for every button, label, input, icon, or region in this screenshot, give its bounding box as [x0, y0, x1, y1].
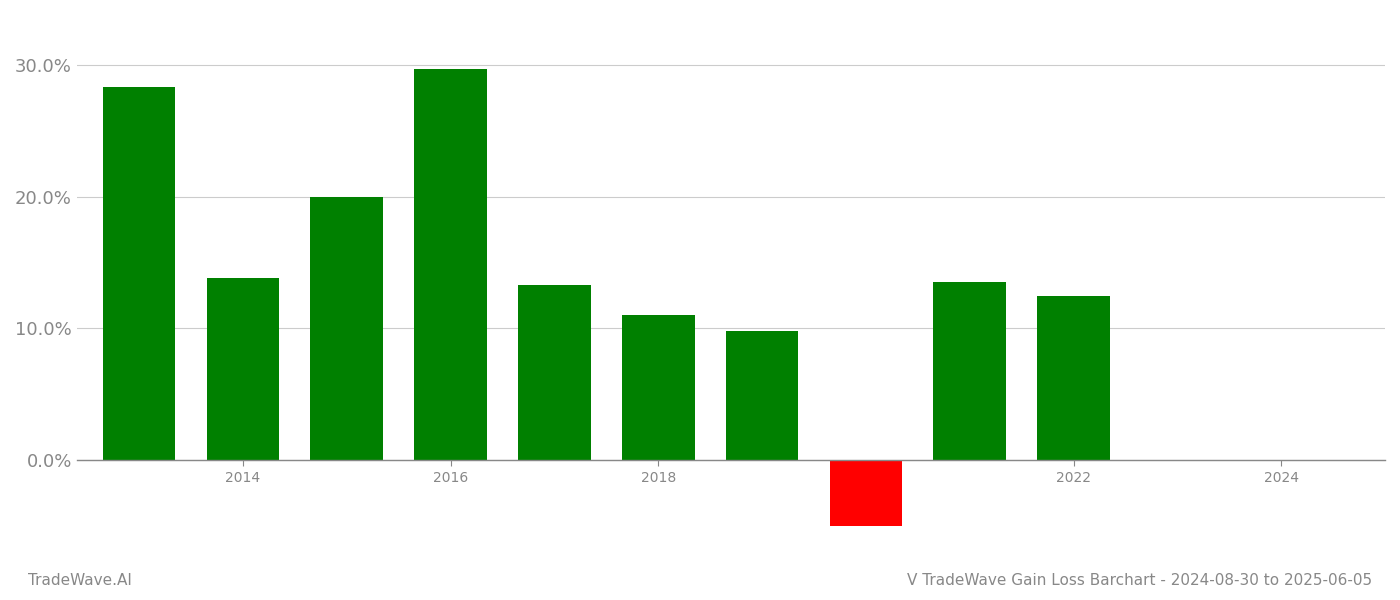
Bar — [934, 283, 1007, 460]
Bar — [1037, 296, 1110, 460]
Bar — [518, 285, 591, 460]
Bar — [622, 315, 694, 460]
Text: V TradeWave Gain Loss Barchart - 2024-08-30 to 2025-06-05: V TradeWave Gain Loss Barchart - 2024-08… — [907, 573, 1372, 588]
Bar — [311, 197, 384, 460]
Text: TradeWave.AI: TradeWave.AI — [28, 573, 132, 588]
Bar — [830, 460, 902, 526]
Bar — [725, 331, 798, 460]
Bar — [414, 69, 487, 460]
Bar — [207, 278, 279, 460]
Bar — [102, 88, 175, 460]
